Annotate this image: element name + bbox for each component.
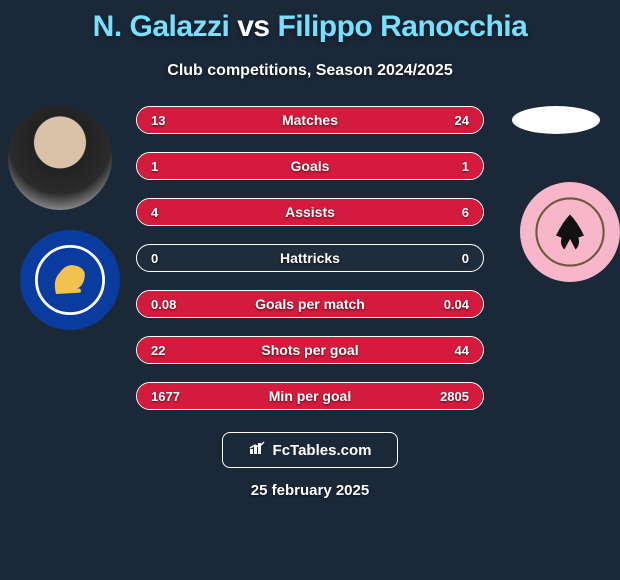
stat-value-left: 1 xyxy=(137,159,207,174)
stat-value-right: 2805 xyxy=(413,389,483,404)
stat-row: 4Assists6 xyxy=(136,198,484,226)
stat-label: Assists xyxy=(207,204,413,220)
stat-label: Goals xyxy=(207,158,413,174)
player2-avatar xyxy=(512,106,600,134)
stat-value-right: 0.04 xyxy=(413,297,483,312)
stat-value-left: 13 xyxy=(137,113,207,128)
stat-value-right: 6 xyxy=(413,205,483,220)
palermo-badge-icon xyxy=(535,197,605,267)
stat-row: 0.08Goals per match0.04 xyxy=(136,290,484,318)
player1-name: N. Galazzi xyxy=(93,10,230,43)
player2-name: Filippo Ranocchia xyxy=(277,10,527,43)
stat-row: 22Shots per goal44 xyxy=(136,336,484,364)
stat-label: Goals per match xyxy=(207,296,413,312)
stat-label: Shots per goal xyxy=(207,342,413,358)
stat-row: 0Hattricks0 xyxy=(136,244,484,272)
player1-club-badge xyxy=(20,230,120,330)
stat-value-left: 0.08 xyxy=(137,297,207,312)
left-badge-column xyxy=(0,106,128,330)
stat-row: 13Matches24 xyxy=(136,106,484,134)
stat-value-left: 4 xyxy=(137,205,207,220)
stat-label: Hattricks xyxy=(207,250,413,266)
stat-value-left: 22 xyxy=(137,343,207,358)
stats-list: 13Matches24 1Goals1 4Assists6 0Hattricks0 0.… xyxy=(136,106,484,410)
competition-subtitle: Club competitions, Season 2024/2025 xyxy=(0,62,620,80)
source-badge: FcTables.com xyxy=(222,432,398,468)
stat-label: Min per goal xyxy=(207,388,413,404)
stat-value-right: 24 xyxy=(413,113,483,128)
stat-row: 1Goals1 xyxy=(136,152,484,180)
player1-avatar xyxy=(8,106,112,210)
stat-row: 1677Min per goal2805 xyxy=(136,382,484,410)
content-area: 13Matches24 1Goals1 4Assists6 0Hattricks0 0.… xyxy=(0,106,620,410)
stat-value-right: 1 xyxy=(413,159,483,174)
vs-text: vs xyxy=(237,10,269,43)
brescia-badge-icon xyxy=(35,245,105,315)
stat-value-right: 0 xyxy=(413,251,483,266)
footer-date: 25 february 2025 xyxy=(0,482,620,499)
player2-club-badge xyxy=(520,182,620,282)
stat-label: Matches xyxy=(207,112,413,128)
stat-value-left: 1677 xyxy=(137,389,207,404)
source-text: FcTables.com xyxy=(273,442,372,459)
right-badge-column xyxy=(512,106,620,282)
stat-value-right: 44 xyxy=(413,343,483,358)
chart-icon xyxy=(249,441,267,459)
stat-value-left: 0 xyxy=(137,251,207,266)
comparison-title: N. Galazzi vs Filippo Ranocchia xyxy=(0,0,620,44)
